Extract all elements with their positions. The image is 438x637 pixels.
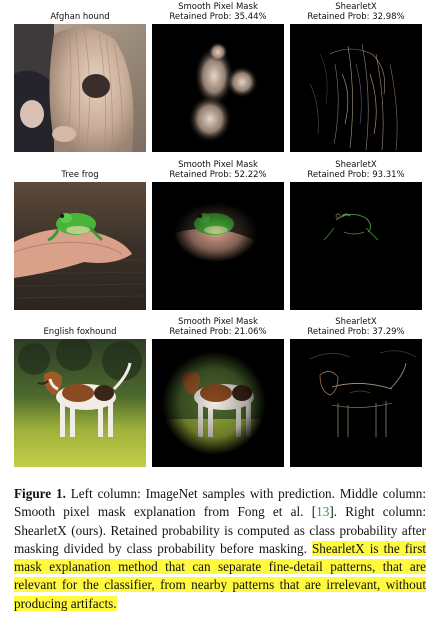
tree-frog-photo <box>14 182 146 310</box>
citation-link[interactable]: 13 <box>316 504 330 520</box>
citation-close: ] <box>329 504 334 520</box>
row3-left-label: English foxhound <box>43 327 117 337</box>
row2-mid-title: Smooth Pixel Mask <box>178 160 258 170</box>
row1-mid-title: Smooth Pixel Mask <box>178 2 258 12</box>
row3-right-title: ShearletX <box>335 317 377 327</box>
afghan-hound-smooth-mask <box>152 24 284 152</box>
figure-caption: Figure 1. Left column: ImageNet samples … <box>14 485 426 613</box>
row2-right-title: ShearletX <box>335 160 377 170</box>
afghan-hound-shearletx <box>290 24 422 152</box>
english-foxhound-shearletx <box>290 339 422 467</box>
figure-grid: Afghan hound Smooth Pixel Mask Retained … <box>14 2 422 467</box>
english-foxhound-photo <box>14 339 146 467</box>
caption-text-2: . Right column: ShearletX (ours). Retain… <box>14 504 427 556</box>
row3-mid-prob: Retained Prob: 21.06% <box>169 327 267 337</box>
english-foxhound-smooth-mask <box>152 339 284 467</box>
row1-right-title: ShearletX <box>335 2 377 12</box>
row1-mid-prob: Retained Prob: 35.44% <box>169 12 267 22</box>
row3-mid-title: Smooth Pixel Mask <box>178 317 258 327</box>
citation-open: [ <box>311 504 317 520</box>
row1-right-prob: Retained Prob: 32.98% <box>307 12 405 22</box>
tree-frog-shearletx <box>290 182 422 310</box>
caption-text-1: Left column: ImageNet samples with predi… <box>14 486 426 520</box>
row2-mid-prob: Retained Prob: 52.22% <box>169 170 267 180</box>
row3-right-prob: Retained Prob: 37.29% <box>307 327 405 337</box>
afghan-hound-photo <box>14 24 146 152</box>
figure-label: Figure 1. <box>14 486 66 501</box>
row2-left-label: Tree frog <box>61 170 99 180</box>
tree-frog-smooth-mask <box>152 182 284 310</box>
row1-left-label: Afghan hound <box>50 12 110 22</box>
row2-right-prob: Retained Prob: 93.31% <box>307 170 405 180</box>
